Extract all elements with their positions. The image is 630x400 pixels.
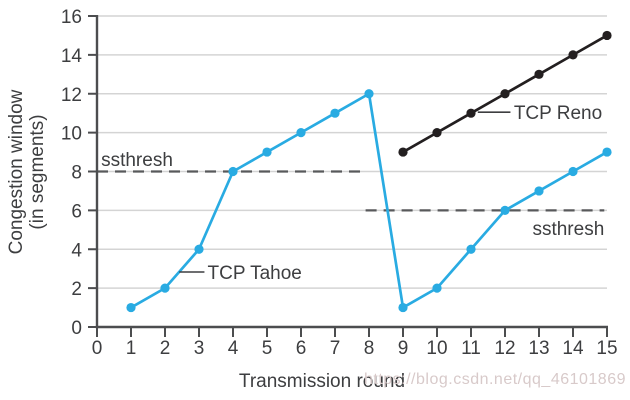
x-tick-label-14: 14 <box>562 338 584 359</box>
x-tick-label-0: 0 <box>92 338 103 359</box>
data-point-tcp-tahoe-x3 <box>194 244 204 254</box>
data-point-tcp-tahoe-x11 <box>466 244 476 254</box>
data-point-tcp-tahoe-x9 <box>398 302 408 313</box>
annotation-tcp-tahoe: TCP Tahoe <box>208 263 302 284</box>
y-axis-title: Congestion window (in segments) <box>6 22 48 322</box>
x-tick-label-9: 9 <box>398 338 409 359</box>
data-point-tcp-reno-x9 <box>398 147 408 157</box>
y-tick-label-6: 6 <box>71 201 82 222</box>
data-point-tcp-tahoe-x6 <box>296 128 306 138</box>
ssthresh-label-2: ssthresh <box>532 219 604 240</box>
x-tick-label-11: 11 <box>461 338 481 359</box>
y-tick-label-4: 4 <box>71 240 82 261</box>
annotation-tcp-reno: TCP Reno <box>514 103 602 124</box>
watermark-text: https://blog.csdn.net/qq_46101869 <box>363 371 626 388</box>
x-tick-label-7: 7 <box>330 338 341 359</box>
data-point-tcp-tahoe-x1 <box>126 302 136 313</box>
data-point-tcp-reno-x10 <box>432 128 442 138</box>
x-tick-label-2: 2 <box>160 338 171 359</box>
y-tick-label-14: 14 <box>61 46 83 67</box>
data-point-tcp-tahoe-x13 <box>534 186 544 196</box>
x-tick-label-6: 6 <box>296 338 307 359</box>
y-axis-title-line1: Congestion window <box>6 89 27 255</box>
y-tick-label-12: 12 <box>61 85 82 106</box>
data-point-tcp-reno-x11 <box>466 108 476 118</box>
data-point-tcp-tahoe-x10 <box>432 283 442 293</box>
x-tick-label-12: 12 <box>494 338 515 359</box>
x-tick-label-15: 15 <box>596 338 617 359</box>
data-point-tcp-tahoe-x12 <box>500 205 510 215</box>
x-tick-label-5: 5 <box>262 338 273 359</box>
y-axis-title-line2: (in segments) <box>27 114 48 230</box>
data-point-tcp-tahoe-x2 <box>160 283 170 293</box>
data-point-tcp-reno-x12 <box>500 89 510 99</box>
data-point-tcp-tahoe-x15 <box>602 147 612 157</box>
x-axis-title: Transmission round <box>97 371 547 392</box>
x-tick-label-8: 8 <box>364 338 375 359</box>
ssthresh-label-1: ssthresh <box>101 150 173 171</box>
series-line-tcp-tahoe <box>129 92 609 309</box>
x-tick-label-10: 10 <box>426 338 447 359</box>
y-tick-label-16: 16 <box>61 7 82 28</box>
y-tick-label-2: 2 <box>71 279 82 300</box>
x-axis-title-text: Transmission round <box>238 371 406 392</box>
data-point-tcp-reno-x14 <box>568 50 578 60</box>
x-tick-label-4: 4 <box>228 338 239 359</box>
y-tick-label-8: 8 <box>71 163 82 184</box>
data-point-tcp-reno-x13 <box>534 69 544 79</box>
y-tick-label-0: 0 <box>71 318 82 339</box>
data-point-tcp-tahoe-x4 <box>228 166 238 177</box>
data-point-tcp-tahoe-x8 <box>364 89 374 99</box>
data-point-tcp-tahoe-x5 <box>262 147 272 157</box>
x-tick-label-13: 13 <box>528 338 549 359</box>
data-point-tcp-tahoe-x14 <box>568 166 578 177</box>
data-point-tcp-tahoe-x7 <box>330 108 340 118</box>
data-point-tcp-reno-x15 <box>602 30 612 41</box>
y-tick-label-10: 10 <box>61 124 82 145</box>
x-tick-label-1: 1 <box>126 338 137 359</box>
x-tick-label-3: 3 <box>194 338 205 359</box>
